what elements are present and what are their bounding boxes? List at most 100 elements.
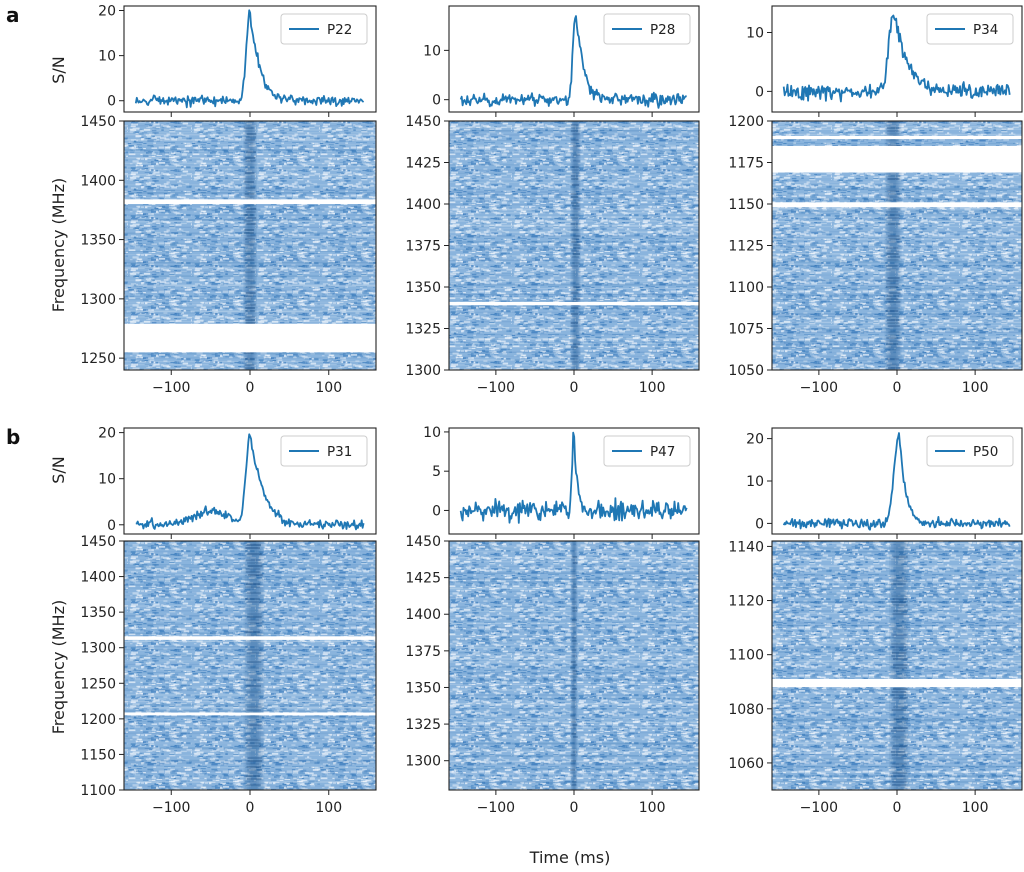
pulse-pixel: [572, 283, 580, 285]
channel-stripe: [772, 234, 1022, 237]
channel-stripe: [449, 627, 699, 629]
pulse-pixel: [570, 727, 576, 729]
channel-stripe: [124, 578, 376, 581]
pulse-pixel: [887, 322, 900, 324]
pulse-pixel: [572, 205, 580, 207]
channel-stripe: [449, 300, 699, 302]
pulse-pixel: [885, 265, 898, 267]
pulse-pixel: [888, 349, 901, 351]
channel-stripe: [772, 176, 1022, 178]
channel-stripe: [772, 343, 1022, 345]
pulse-pixel: [245, 298, 255, 300]
pulse-pixel: [244, 193, 255, 195]
channel-stripe: [449, 212, 699, 214]
masked-band: [772, 679, 1022, 688]
pulse-pixel: [246, 766, 262, 768]
masked-band: [772, 135, 1022, 140]
channel-stripe: [124, 153, 376, 155]
pulse-pixel: [886, 343, 899, 345]
profile-panel-a3: P34 0 10: [746, 5, 1023, 117]
pulse-pixel: [246, 544, 261, 546]
channel-stripe: [124, 754, 376, 757]
pulse-pixel: [245, 319, 255, 321]
pulse-pixel: [570, 217, 578, 219]
pulse-pixel: [246, 151, 256, 153]
pulse-pixel: [246, 709, 261, 711]
channel-stripe: [772, 363, 1022, 365]
pulse-pixel: [245, 358, 255, 360]
channel-stripe: [124, 660, 376, 662]
channel-stripe: [449, 144, 699, 147]
pulse-pixel: [891, 577, 906, 579]
pulse-pixel: [572, 718, 577, 720]
channel-stripe: [772, 578, 1022, 580]
channel-stripe: [449, 652, 699, 654]
channel-stripe: [124, 674, 376, 677]
y-tick-label: 20: [746, 432, 764, 448]
pulse-pixel: [887, 223, 900, 225]
pulse-pixel: [892, 628, 907, 630]
channel-stripe: [449, 556, 699, 559]
channel-stripe: [772, 590, 1022, 592]
y-tick-label: 1175: [728, 156, 764, 172]
pulse-pixel: [892, 688, 908, 690]
pulse-pixel: [571, 127, 579, 129]
pulse-streak: [572, 541, 576, 790]
pulse-pixel: [570, 706, 576, 708]
y-tick-label: 1300: [80, 292, 116, 308]
pulse-pixel: [246, 652, 262, 654]
channel-stripe: [772, 596, 1022, 598]
pulse-pixel: [888, 175, 901, 177]
channel-stripe: [124, 214, 376, 216]
y-tick-label: 1400: [405, 197, 441, 213]
channel-stripe: [772, 610, 1022, 612]
pulse-streak: [250, 541, 258, 790]
pulse-pixel: [893, 604, 908, 606]
pulse-pixel: [893, 721, 908, 723]
channel-stripe: [449, 235, 699, 237]
pulse-pixel: [891, 691, 907, 693]
pulse-streak: [889, 541, 910, 790]
channel-stripe: [124, 570, 376, 572]
channel-stripe: [449, 164, 699, 166]
channel-stripe: [124, 726, 376, 728]
y-tick-label: 10: [423, 425, 441, 441]
channel-stripe: [124, 663, 376, 665]
legend-label: P50: [973, 444, 998, 460]
y-tick-label: 1375: [405, 239, 441, 255]
profile-line-P47: [459, 431, 688, 524]
pulse-pixel: [572, 655, 578, 657]
pulse-pixel: [886, 283, 899, 285]
channel-stripe: [449, 294, 699, 296]
channel-stripe: [124, 208, 376, 211]
channel-stripe: [772, 126, 1022, 128]
channel-stripe: [772, 673, 1022, 675]
channel-stripe: [772, 742, 1022, 745]
waterfall-background: [449, 121, 699, 370]
pulse-pixel: [887, 250, 900, 252]
waterfall-background: [449, 541, 699, 790]
channel-stripe: [449, 634, 699, 637]
legend: P28: [603, 13, 691, 45]
channel-stripe: [124, 261, 376, 264]
pulse-pixel: [570, 754, 576, 756]
channel-stripe: [124, 686, 376, 689]
pulse-pixel: [571, 697, 576, 699]
channel-stripe: [449, 584, 699, 586]
pulse-streak: [890, 541, 908, 790]
channel-stripe: [772, 128, 1022, 130]
pulse-pixel: [246, 634, 262, 636]
pulse-pixel: [247, 667, 263, 669]
channel-stripe: [772, 313, 1022, 315]
pulse-pixel: [243, 142, 254, 144]
channel-stripe: [449, 305, 699, 308]
channel-stripe: [772, 294, 1022, 296]
pulse-pixel: [893, 556, 908, 558]
pulse-pixel: [570, 772, 576, 774]
pulse-pixel: [887, 256, 900, 258]
channel-stripe: [124, 197, 376, 199]
pulse-pixel: [570, 667, 575, 669]
channel-stripe: [772, 775, 1022, 777]
pulse-pixel: [890, 751, 906, 753]
y-tick-label: 1350: [405, 280, 441, 296]
